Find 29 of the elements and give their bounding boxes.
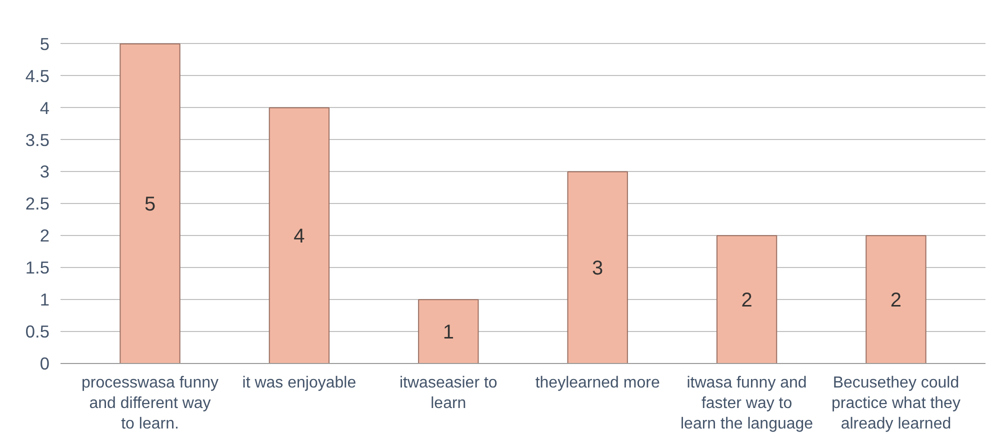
y-tick-label: 2.5 (25, 194, 50, 214)
data-label: 1 (442, 322, 454, 344)
bar (866, 235, 926, 364)
y-tick-label: 1.5 (25, 258, 50, 278)
y-tick-label: 2 (40, 226, 50, 246)
bar (567, 171, 628, 364)
bar (120, 43, 180, 364)
data-label: 4 (294, 226, 305, 248)
x-tick-label: itwaseasier to learn (399, 374, 498, 412)
y-tick-label: 4.5 (25, 66, 50, 86)
x-tick-label: theylearned more (535, 374, 660, 392)
data-label: 5 (144, 194, 156, 216)
y-tick-label: 4 (40, 98, 50, 118)
x-tick-label: it was enjoyable (242, 374, 356, 392)
y-tick-label: 0.5 (25, 322, 50, 342)
bar (268, 107, 330, 364)
y-tick-label: 1 (40, 290, 50, 310)
data-label: 2 (890, 290, 902, 312)
bar (716, 235, 778, 364)
y-tick-label: 0 (40, 354, 50, 374)
bar (418, 299, 479, 364)
x-tick-label: Becusethey could practice what they already learned (832, 374, 960, 432)
y-tick-label: 3.5 (25, 130, 50, 150)
y-tick-label: 3 (40, 162, 50, 182)
y-tick-label: 5 (40, 34, 50, 54)
data-label: 3 (592, 258, 604, 280)
x-tick-label: processwasa funny and different way to learn. (82, 374, 219, 432)
x-tick-label: itwasa funny and faster way to learn the language (680, 374, 814, 432)
data-label: 2 (741, 290, 752, 312)
